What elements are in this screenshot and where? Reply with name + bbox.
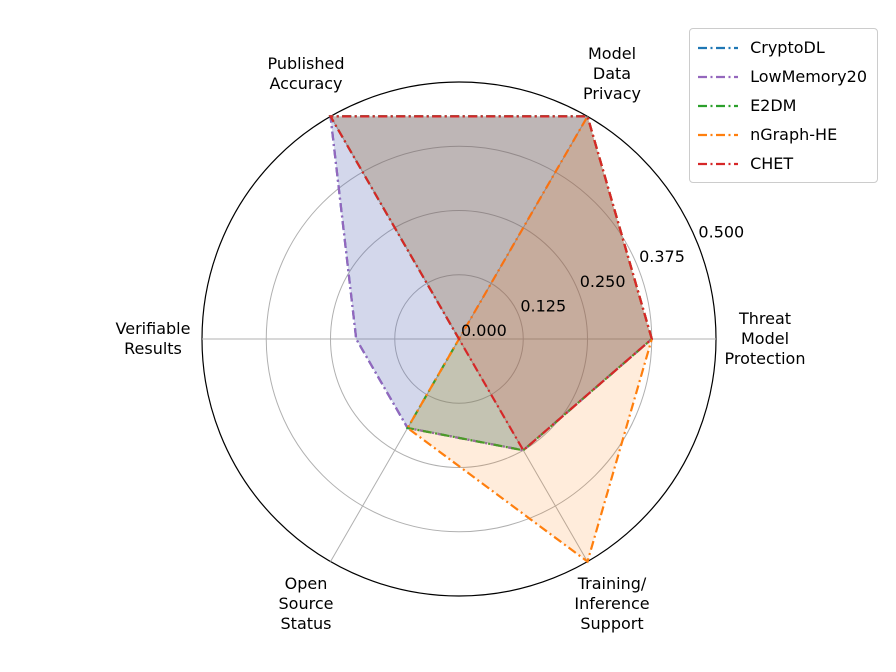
series-area xyxy=(330,116,652,451)
legend-swatch xyxy=(698,75,739,78)
series-area xyxy=(330,116,652,451)
category-label: Model Data Privacy xyxy=(583,43,641,103)
legend-label: CHET xyxy=(750,154,794,173)
category-label: Threat Model Protection xyxy=(724,309,806,368)
legend-label: E2DM xyxy=(750,96,797,115)
spoke xyxy=(330,338,460,562)
r-tick-label: 0.000 xyxy=(461,321,507,340)
category-label: Open Source Status xyxy=(278,574,334,633)
legend-entry: CryptoDL xyxy=(698,33,867,62)
series-area xyxy=(407,116,652,562)
spoke xyxy=(458,338,588,562)
legend-swatch xyxy=(698,46,739,49)
series-line xyxy=(328,115,654,453)
series-area xyxy=(330,116,652,451)
legend: CryptoDL LowMemory20 E2DM nGraph-HE CHET xyxy=(689,28,878,183)
r-tick-label: 0.125 xyxy=(520,296,566,315)
legend-entry: LowMemory20 xyxy=(698,62,867,91)
legend-entry: nGraph-HE xyxy=(698,120,867,149)
legend-entry: CHET xyxy=(698,149,867,178)
legend-entry: E2DM xyxy=(698,91,867,120)
r-tick-label: 0.375 xyxy=(639,247,685,266)
r-tick-label: 0.500 xyxy=(698,223,744,242)
legend-swatch xyxy=(698,133,739,136)
category-label: Verifiable Results xyxy=(115,319,191,358)
series-area xyxy=(330,116,652,451)
legend-label: CryptoDL xyxy=(750,38,825,57)
r-tick-label: 0.250 xyxy=(580,272,626,291)
legend-label: nGraph-HE xyxy=(750,125,838,144)
legend-swatch xyxy=(698,104,739,107)
category-label: Training/ Inference Support xyxy=(574,574,650,633)
legend-label: LowMemory20 xyxy=(750,67,867,86)
category-label: Published Accuracy xyxy=(267,53,345,93)
legend-swatch xyxy=(698,162,739,165)
